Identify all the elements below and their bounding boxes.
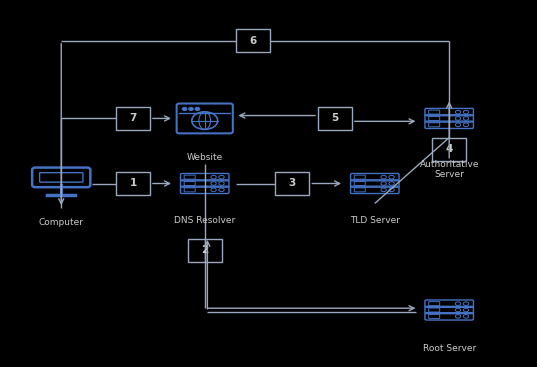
Text: Computer: Computer xyxy=(39,218,84,227)
Text: DNS Resolver: DNS Resolver xyxy=(174,216,235,225)
Circle shape xyxy=(183,108,187,110)
Text: 1: 1 xyxy=(129,178,136,189)
Text: 2: 2 xyxy=(201,246,208,255)
Circle shape xyxy=(189,108,193,110)
Text: 6: 6 xyxy=(249,36,256,46)
Circle shape xyxy=(195,108,199,110)
Text: Root Server: Root Server xyxy=(423,344,476,353)
Text: Authoritative
Server: Authoritative Server xyxy=(419,160,479,179)
Text: Website: Website xyxy=(186,153,223,162)
Text: 5: 5 xyxy=(331,113,338,123)
Text: 4: 4 xyxy=(446,144,453,154)
Text: 7: 7 xyxy=(129,113,137,123)
Text: TLD Server: TLD Server xyxy=(350,216,400,225)
Text: 3: 3 xyxy=(289,178,296,189)
